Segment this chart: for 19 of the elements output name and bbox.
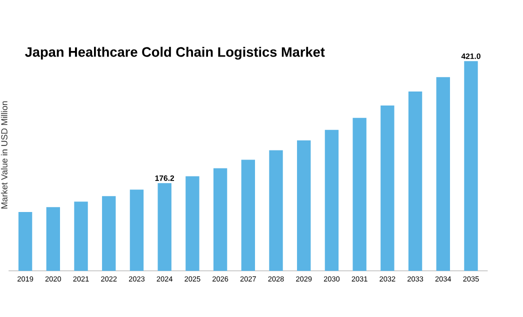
bar: [436, 77, 450, 271]
bar: [186, 176, 200, 271]
bar: [352, 118, 366, 271]
bar: [380, 106, 394, 271]
bar: [297, 140, 311, 271]
bar: [158, 183, 172, 271]
y-axis-title: Market Value in USD Million: [0, 101, 8, 209]
bar: [324, 130, 339, 271]
bar: [408, 92, 422, 271]
chart-title: Japan Healthcare Cold Chain Logistics Market: [25, 46, 325, 60]
bar: [46, 207, 60, 271]
bar: [213, 168, 228, 271]
bar: [464, 61, 478, 271]
bar: [102, 196, 116, 271]
bar: [269, 150, 283, 271]
bar: [130, 190, 144, 271]
bar: [18, 212, 32, 271]
bar: [241, 160, 255, 271]
bar: [74, 202, 88, 271]
